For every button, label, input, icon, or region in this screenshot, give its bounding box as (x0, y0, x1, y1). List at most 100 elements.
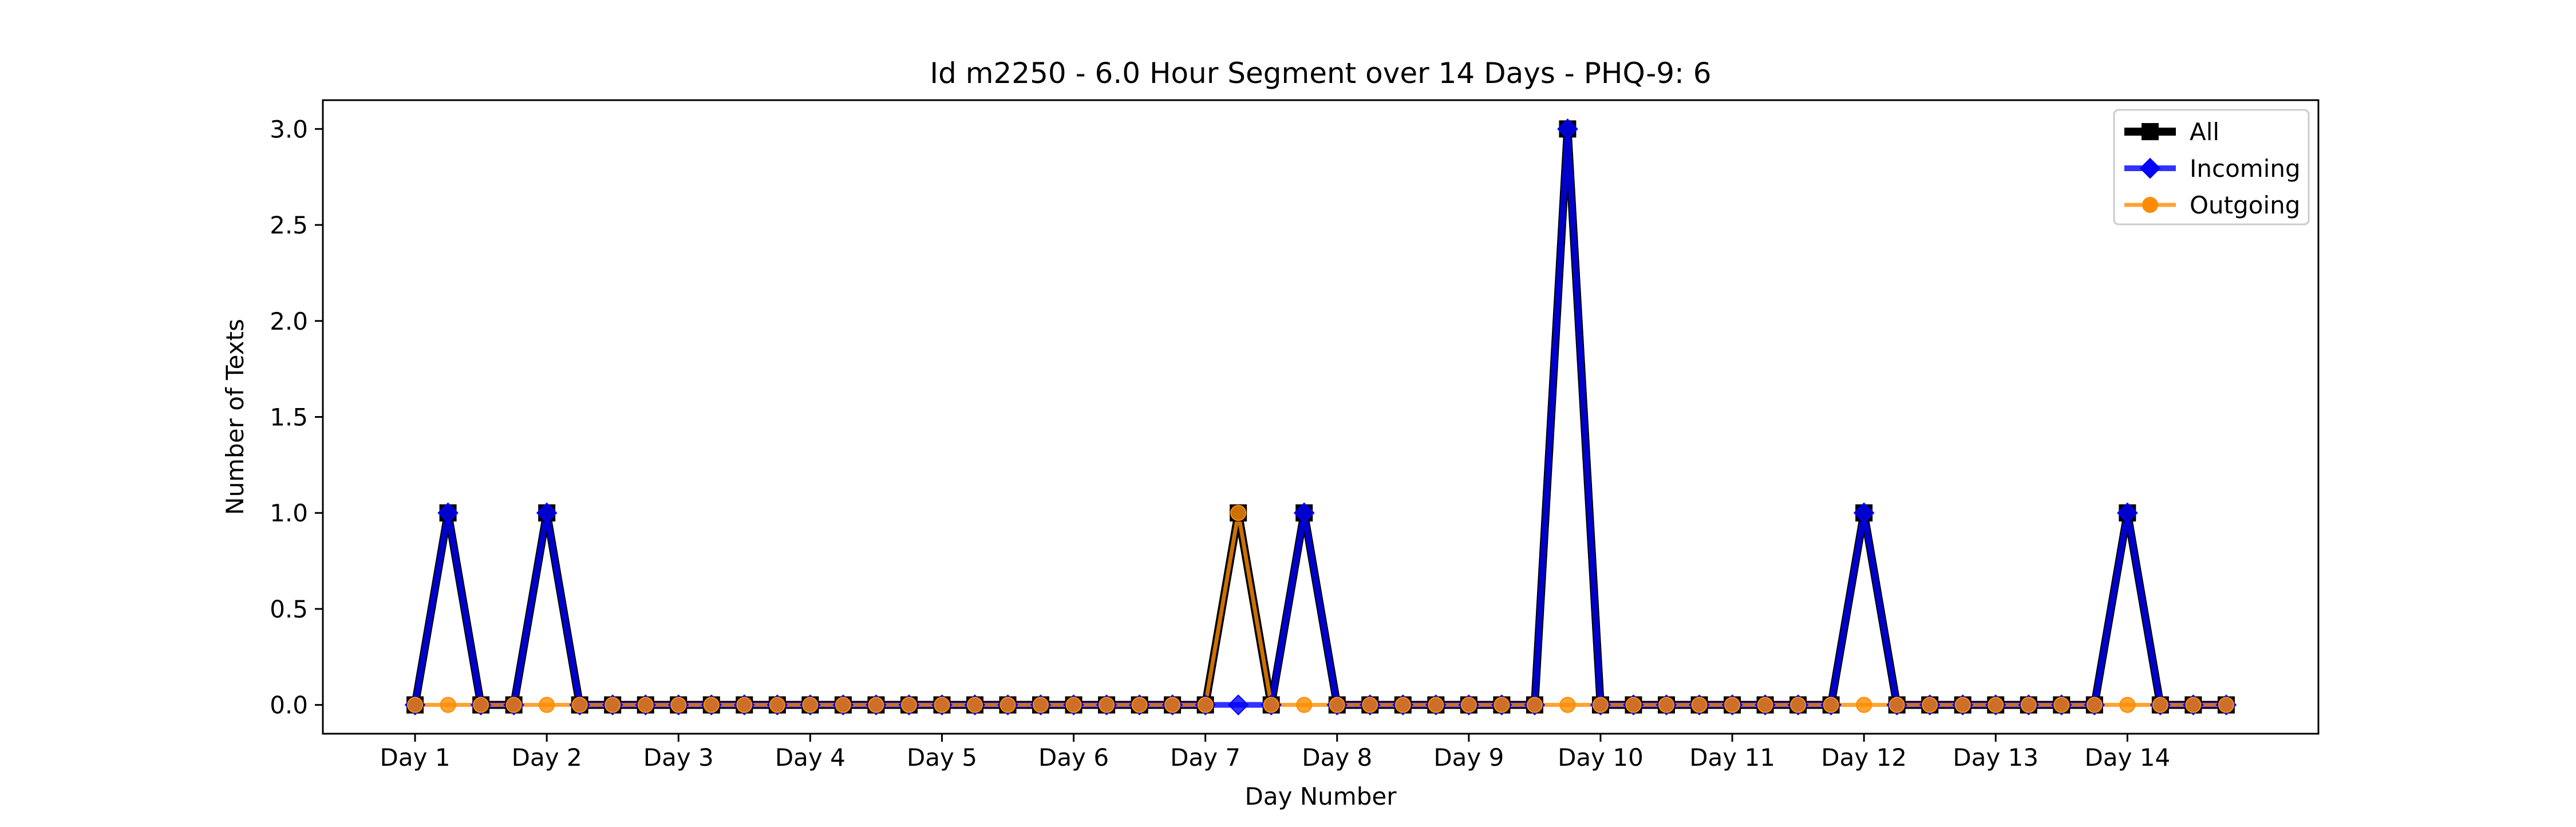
data-point-outgoing (1131, 697, 1148, 713)
data-point-outgoing (835, 697, 851, 713)
data-point-outgoing (1922, 697, 1938, 713)
data-point-outgoing (1329, 697, 1345, 713)
x-tick-label: Day 1 (380, 743, 451, 771)
data-point-outgoing (1757, 697, 1773, 713)
data-point-outgoing (1988, 697, 2004, 713)
data-point-outgoing (1888, 697, 1905, 713)
x-tick-label: Day 7 (1170, 743, 1240, 771)
data-point-outgoing (407, 697, 424, 713)
legend-label-incoming: Incoming (2190, 155, 2301, 183)
data-point-outgoing (868, 697, 884, 713)
series-markers-outgoing (407, 505, 2234, 713)
x-axis: Day 1 Day 2 Day 3 Day 4 Day 5 Day 6 Day 7 Day 8… (380, 734, 2170, 771)
y-tick-label: 0.0 (270, 691, 308, 719)
y-axis: 0.0 0.5 1.0 1.5 2.0 2.5 3.0 (270, 115, 323, 719)
data-point-outgoing (1394, 697, 1411, 713)
data-point-outgoing (1197, 697, 1214, 713)
data-point-outgoing (1790, 697, 1807, 713)
y-tick-label: 3.0 (270, 115, 308, 143)
data-point-outgoing (1362, 697, 1378, 713)
x-tick-label: Day 2 (512, 743, 582, 771)
data-point-incoming (1227, 694, 1249, 715)
data-point-incoming (536, 502, 558, 524)
data-point-outgoing (1428, 697, 1444, 713)
data-point-outgoing (1954, 697, 1971, 713)
data-point-outgoing (1724, 697, 1741, 713)
data-point-outgoing (1625, 697, 1642, 713)
data-point-outgoing (2086, 697, 2103, 713)
data-point-incoming (2117, 502, 2138, 524)
data-point-outgoing (703, 697, 720, 713)
data-point-outgoing (1691, 697, 1708, 713)
data-point-outgoing (802, 697, 819, 713)
plot-markers (404, 118, 2237, 715)
x-axis-label: Day Number (1244, 782, 1397, 810)
x-tick-label: Day 5 (907, 743, 977, 771)
data-point-outgoing (1033, 697, 1049, 713)
data-point-outgoing (473, 697, 489, 713)
data-point-outgoing (670, 697, 687, 713)
data-point-outgoing (966, 697, 983, 713)
data-point-outgoing (999, 697, 1016, 713)
x-tick-label: Day 11 (1689, 743, 1775, 771)
x-tick-label: Day 4 (775, 743, 846, 771)
y-tick-label: 1.5 (270, 403, 308, 432)
data-point-incoming (1853, 502, 1875, 524)
data-point-outgoing (571, 697, 588, 713)
data-point-outgoing (934, 697, 950, 713)
x-tick-label: Day 3 (643, 743, 714, 771)
x-tick-label: Day 13 (1953, 743, 2038, 771)
data-point-outgoing (769, 697, 785, 713)
data-point-incoming (437, 502, 459, 524)
x-tick-label: Day 6 (1038, 743, 1109, 771)
data-point-incoming (1293, 502, 1315, 524)
chart-title: Id m2250 - 6.0 Hour Segment over 14 Days… (930, 57, 1711, 90)
legend: All Incoming Outgoing (2113, 109, 2310, 225)
x-tick-label: Day 8 (1302, 743, 1372, 771)
data-point-outgoing (2218, 697, 2234, 713)
legend-marker-incoming (2139, 157, 2161, 179)
data-point-outgoing (1164, 697, 1181, 713)
x-tick-label: Day 14 (2084, 743, 2170, 771)
data-point-outgoing (1230, 505, 1247, 521)
y-tick-label: 2.0 (270, 307, 308, 335)
data-point-outgoing (1065, 697, 1082, 713)
data-point-outgoing (1460, 697, 1477, 713)
data-point-outgoing (2053, 697, 2070, 713)
data-point-outgoing (605, 697, 621, 713)
data-point-outgoing (1559, 697, 1576, 713)
data-point-incoming (1557, 118, 1578, 140)
x-tick-label: Day 12 (1821, 743, 1907, 771)
data-point-outgoing (440, 697, 456, 713)
y-tick-label: 0.5 (270, 595, 308, 623)
data-point-outgoing (736, 697, 753, 713)
data-point-outgoing (2119, 697, 2136, 713)
data-point-outgoing (2152, 697, 2168, 713)
data-point-outgoing (1658, 697, 1675, 713)
data-point-outgoing (2020, 697, 2037, 713)
data-point-outgoing (1856, 697, 1872, 713)
data-point-outgoing (1296, 697, 1313, 713)
legend-box (2113, 109, 2310, 225)
data-point-outgoing (1592, 697, 1609, 713)
data-point-outgoing (900, 697, 917, 713)
data-point-outgoing (1823, 697, 1839, 713)
data-point-outgoing (637, 697, 654, 713)
y-tick-label: 1.0 (270, 499, 308, 527)
legend-marker-all (2142, 123, 2159, 140)
x-tick-label: Day 10 (1558, 743, 1643, 771)
legend-marker-outgoing (2142, 197, 2158, 213)
y-tick-label: 2.5 (270, 211, 308, 239)
data-point-outgoing (505, 697, 522, 713)
data-point-outgoing (2185, 697, 2202, 713)
data-point-outgoing (1099, 697, 1115, 713)
y-axis-label: Number of Texts (221, 319, 249, 515)
data-point-outgoing (1526, 697, 1543, 713)
x-tick-label: Day 9 (1433, 743, 1504, 771)
legend-label-all: All (2190, 118, 2219, 146)
data-point-outgoing (539, 697, 555, 713)
data-point-outgoing (1494, 697, 1510, 713)
legend-label-outgoing: Outgoing (2190, 191, 2300, 219)
